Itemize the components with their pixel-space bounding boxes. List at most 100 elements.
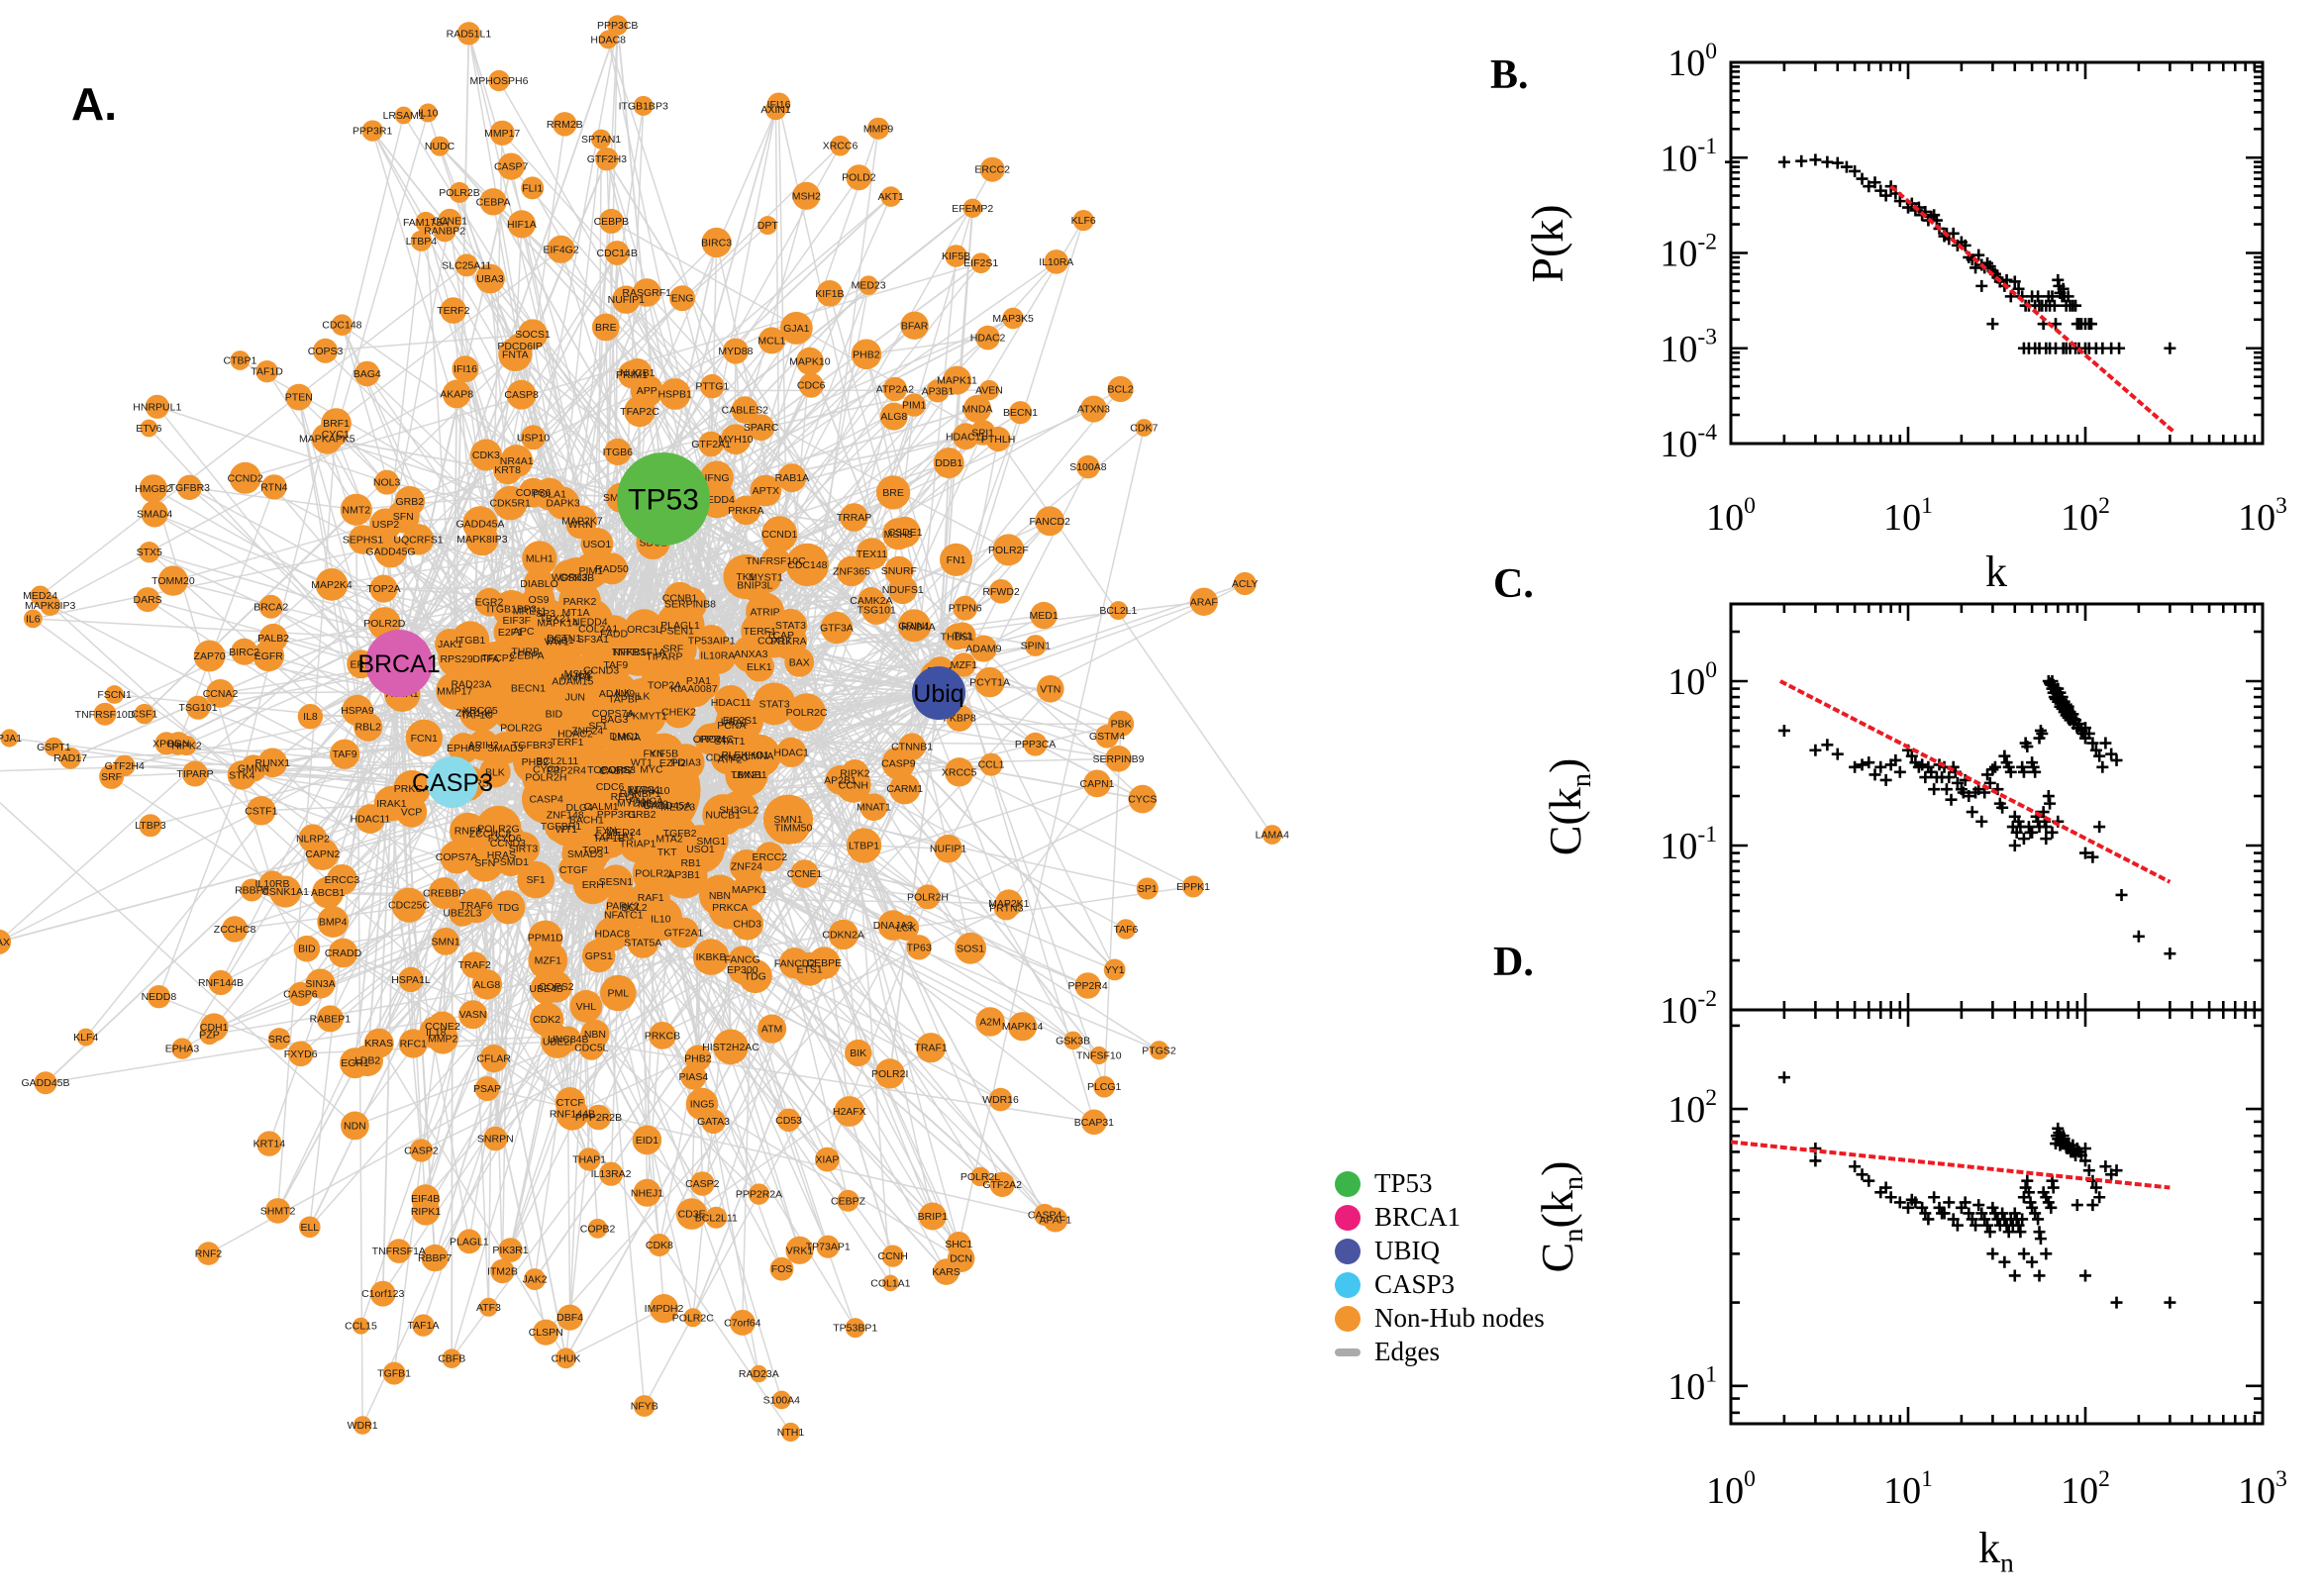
network-node-label: PCNA	[717, 720, 746, 732]
data-point	[1889, 753, 1902, 766]
network-node	[790, 859, 819, 888]
network-node	[430, 136, 451, 156]
network-node	[577, 1147, 601, 1171]
network-node	[59, 747, 81, 769]
network-edge	[559, 249, 681, 626]
network-node-label: HDAC8	[590, 34, 626, 46]
data-point	[2040, 833, 2053, 846]
network-node-label: MYST1	[749, 572, 783, 584]
network-edge	[354, 662, 400, 1063]
data-point	[1856, 172, 1868, 185]
network-node	[598, 208, 624, 234]
network-node-label: WT1	[556, 824, 577, 836]
network-node	[354, 360, 380, 387]
network-node	[975, 325, 1000, 350]
data-point	[2029, 342, 2042, 354]
data-point	[2075, 318, 2088, 331]
network-node-label: BGN	[167, 738, 190, 749]
legend-item-non-hub-nodes: Non-Hub nodes	[1335, 1305, 1545, 1332]
data-point	[2008, 275, 2021, 288]
network-node-label: KIF1B	[815, 288, 844, 300]
network-node	[553, 112, 577, 137]
network-node	[522, 541, 557, 576]
network-node	[731, 907, 764, 941]
network-node	[598, 30, 618, 50]
network-node-label: CDC14B	[596, 248, 637, 259]
data-point	[1922, 1213, 1935, 1226]
x-axis-title: kn​	[1978, 1524, 2014, 1578]
network-node-label: CDKN2C	[706, 752, 750, 764]
data-point	[1884, 1191, 1897, 1204]
data-point	[2062, 290, 2074, 303]
data-point	[2037, 806, 2050, 819]
network-node	[918, 1202, 947, 1231]
network-edge	[699, 520, 1051, 850]
network-node-label: MYC	[640, 764, 663, 776]
network-node-label: CDC148	[787, 559, 827, 571]
network-node	[1074, 972, 1101, 999]
network-node-label: E2F1	[498, 627, 523, 639]
network-node	[624, 745, 659, 780]
network-node-label: ENG	[671, 293, 694, 305]
node-swatch-icon	[1335, 1204, 1361, 1231]
data-point	[1936, 771, 1949, 784]
network-node-label: AP3B1	[922, 385, 955, 397]
network-node	[693, 823, 729, 858]
network-node	[297, 704, 324, 730]
network-node	[992, 534, 1025, 566]
edge-swatch-icon	[1335, 1347, 1361, 1356]
network-node	[517, 860, 555, 899]
network-node-label: STAT5A	[624, 937, 661, 948]
network-node-label: SNURF	[881, 565, 917, 577]
network-node-label: POLR2H	[907, 891, 949, 903]
network-node-label: ZNF24	[571, 726, 603, 738]
network-node-label: DIABLO	[520, 578, 558, 590]
network-node-label: NUCB1	[620, 367, 656, 379]
data-point	[2044, 797, 2057, 810]
data-point	[1988, 760, 2001, 773]
network-node-label: MSH2	[792, 190, 821, 202]
data-point	[2066, 711, 2078, 724]
data-point	[2040, 1191, 2053, 1204]
legend-label: Non-Hub nodes	[1374, 1303, 1545, 1333]
network-node-label: FANCA	[629, 796, 663, 808]
network-node	[970, 1166, 990, 1187]
network-node-label: DBF4	[556, 1312, 583, 1324]
network-node	[769, 1256, 794, 1281]
network-node-label: STX5	[137, 547, 162, 558]
hub-node-brca1	[365, 630, 433, 697]
data-point	[2058, 706, 2070, 719]
network-node-label: ERCC2	[753, 851, 788, 863]
network-node-label: EIF2S1	[963, 257, 998, 269]
network-node	[580, 528, 614, 560]
network-node-label: IL6	[26, 613, 41, 625]
network-node-label: TSG101	[858, 604, 896, 616]
panel-b-label: B.	[1490, 52, 1529, 98]
network-node	[454, 253, 478, 277]
network-node	[662, 695, 695, 729]
network-node-label: PPP3R1	[597, 809, 637, 821]
network-node-label: RBL2	[355, 722, 381, 734]
network-node-label: TGFB1	[377, 1368, 411, 1380]
data-point	[2079, 847, 2091, 859]
network-node-label: BCL2	[621, 902, 647, 914]
network-node-label: ATF2	[718, 754, 743, 766]
network-node-label: ERCC2	[974, 164, 1010, 176]
data-point	[1905, 749, 1918, 762]
network-node-label: TP53BP1	[833, 1323, 877, 1335]
network-node	[975, 1007, 1005, 1037]
data-point	[2105, 748, 2118, 760]
network-node-label: GSK3B	[559, 572, 594, 584]
network-node	[186, 695, 211, 720]
network-node	[816, 1235, 840, 1258]
network-edge	[0, 801, 355, 1127]
network-node-label: DARS	[134, 594, 162, 606]
network-edge	[381, 662, 400, 1294]
network-edge	[40, 264, 467, 597]
network-node	[493, 455, 523, 485]
data-point	[2056, 1136, 2069, 1148]
network-node-label: CCNH	[839, 779, 868, 791]
network-node-label: MSH3	[884, 529, 913, 541]
data-point	[2061, 702, 2073, 715]
